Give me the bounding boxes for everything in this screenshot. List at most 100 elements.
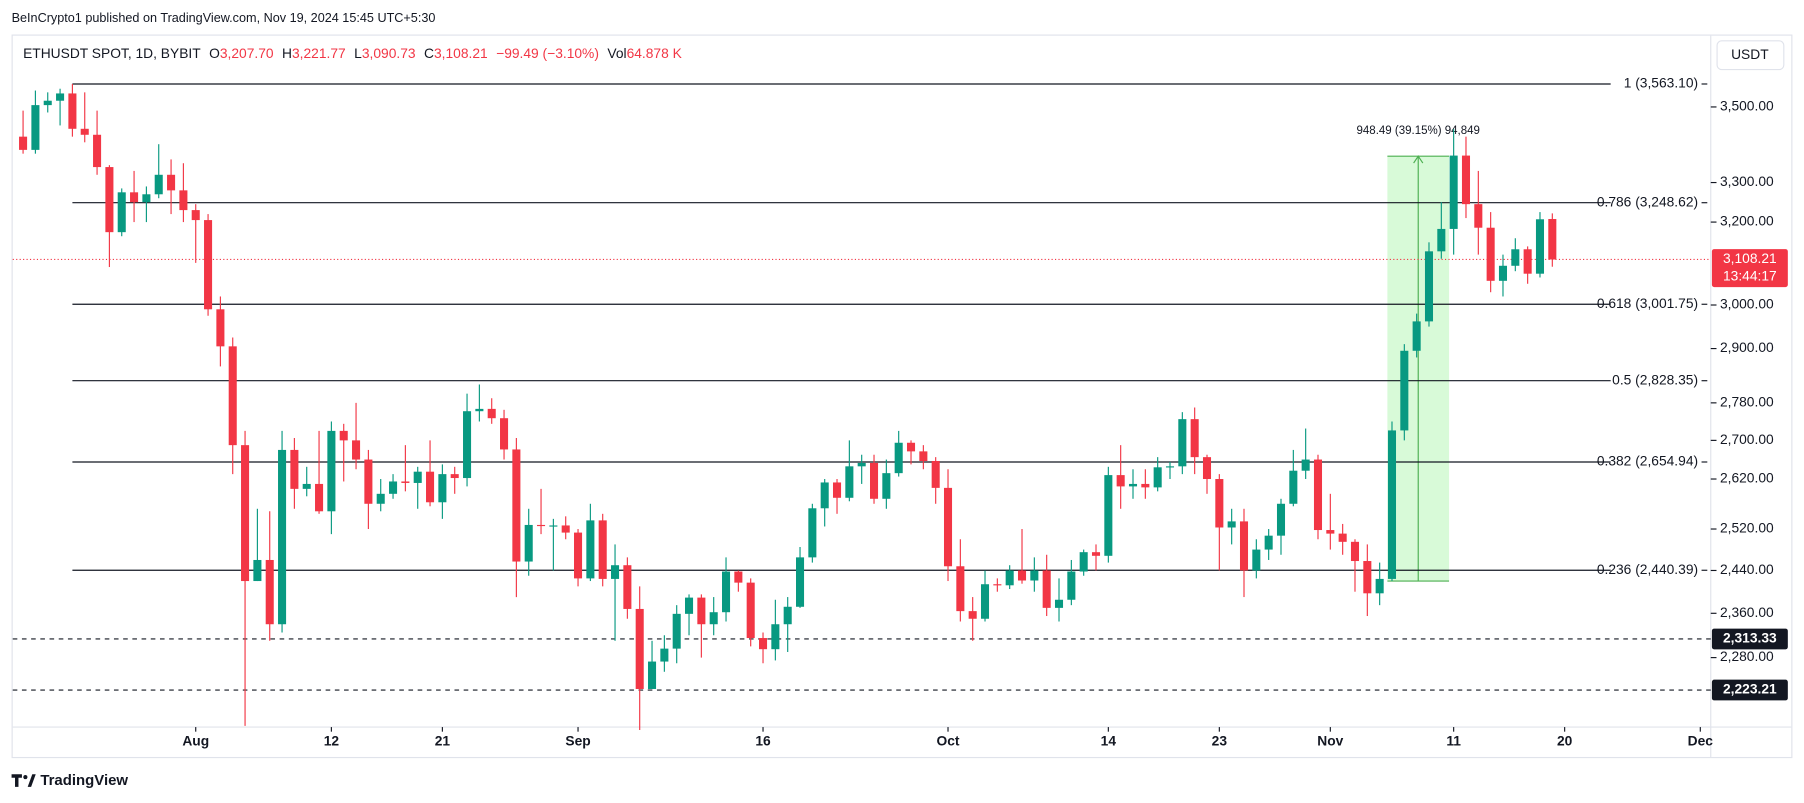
candle-body (1375, 578, 1384, 594)
candle-body (1116, 475, 1125, 487)
y-tick-label: 2,440.00 (1720, 562, 1774, 577)
x-tick-label: 14 (1101, 734, 1117, 749)
candle-body (734, 571, 743, 583)
candle-body (56, 93, 65, 101)
candle-body (1276, 503, 1286, 536)
logo-slash (27, 774, 36, 787)
y-tick-label: 2,700.00 (1720, 432, 1774, 447)
candle-body (216, 309, 225, 347)
candle-body (1104, 475, 1113, 556)
fib-label: 0.236 (2,440.39) (1597, 562, 1698, 577)
candle-body (549, 525, 558, 527)
candle-body (906, 442, 916, 452)
candle-body (130, 192, 139, 203)
candle-body (1289, 470, 1298, 504)
volume-value: 64.878 K (627, 46, 683, 61)
level-tag (1711, 679, 1788, 701)
symbol: ETHUSDT SPOT, 1D, BYBIT (23, 46, 201, 61)
brand-logo (11, 774, 36, 787)
x-tick-label: Nov (1317, 734, 1343, 749)
candle-body (376, 493, 385, 504)
candle-body (574, 532, 583, 579)
currency-label[interactable]: USDT (1731, 47, 1769, 62)
change-value: −99.49 (−3.10%) (496, 46, 599, 61)
level-label: 2,313.33 (1723, 631, 1777, 646)
candle-body (1141, 483, 1150, 488)
x-tick-label: 11 (1446, 734, 1461, 749)
candle-body (685, 597, 694, 614)
candle-body (919, 451, 928, 462)
candle-body (1548, 218, 1557, 260)
candle-body (611, 565, 620, 579)
candle-body (1017, 570, 1027, 581)
candle-body (1412, 321, 1421, 351)
x-tick-label: 16 (755, 734, 771, 749)
fib-label: 0.382 (2,654.94) (1597, 454, 1698, 469)
candle-body (438, 474, 447, 503)
high-value: 3,221.77 (292, 46, 346, 61)
candle-body (191, 210, 200, 221)
candle-body (709, 612, 718, 625)
close-value: 3,108.21 (434, 46, 488, 61)
candle-body (154, 174, 163, 195)
candle-body (857, 462, 866, 467)
candle-body (364, 459, 373, 504)
candle-body (1054, 599, 1064, 608)
candle-body (475, 408, 484, 412)
candle-body (832, 482, 842, 498)
candle-body (1153, 467, 1162, 488)
candle-body (1005, 570, 1014, 586)
candle-body (401, 481, 410, 483)
y-tick-label: 2,620.00 (1720, 471, 1774, 486)
candle-body (795, 557, 805, 607)
candle-body (746, 582, 755, 639)
candle-body (635, 608, 644, 689)
candle-body (241, 445, 250, 582)
candle-body (142, 194, 151, 203)
x-tick-label: Sep (565, 734, 590, 749)
x-tick-label: Oct (937, 734, 960, 749)
candle-body (697, 597, 706, 625)
volume-label: Vol (607, 46, 626, 61)
candle-body (1326, 530, 1335, 534)
high-label: H (282, 46, 292, 61)
candle-body (500, 418, 509, 450)
candle-body (1227, 521, 1236, 528)
candle-body (1042, 570, 1051, 608)
y-tick-label: 2,520.00 (1720, 521, 1774, 536)
open-label: O (209, 46, 220, 61)
candle-body (993, 584, 1002, 586)
candle-body (845, 466, 854, 498)
candle-body (327, 430, 336, 512)
candle-body (1301, 459, 1310, 471)
last-price-tag (1711, 249, 1788, 288)
candle-body (105, 167, 114, 233)
candle-body (512, 449, 521, 562)
last-price-label: 3,108.21 (1723, 251, 1777, 266)
candle-body (561, 525, 570, 533)
candle-body (1350, 541, 1360, 562)
candle-body (1202, 457, 1212, 480)
y-tick-label: 3,300.00 (1720, 174, 1774, 189)
candle-body (1400, 350, 1409, 431)
y-tick-label: 2,280.00 (1720, 649, 1774, 664)
candle-body (1165, 466, 1175, 468)
currency-button[interactable] (1716, 40, 1785, 71)
candle-body (1523, 249, 1532, 274)
candle-body (882, 473, 891, 499)
logo-dot (23, 775, 28, 780)
ohlc-legend: ETHUSDT SPOT, 1D, BYBIT O3,207.70 H3,221… (23, 46, 683, 61)
countdown-label: 13:44:17 (1723, 268, 1777, 283)
candle-body (204, 220, 213, 310)
x-tick-label: 21 (435, 734, 451, 749)
measure-label: 948.49 (39.15%) 94,849 (1357, 125, 1480, 137)
candle-body (1190, 419, 1199, 458)
candle-body (820, 482, 829, 509)
candle-body (956, 566, 965, 612)
x-tick-label: Aug (182, 734, 209, 749)
candle-body (943, 487, 953, 567)
candle-body (31, 105, 40, 150)
candle-body (487, 408, 496, 419)
